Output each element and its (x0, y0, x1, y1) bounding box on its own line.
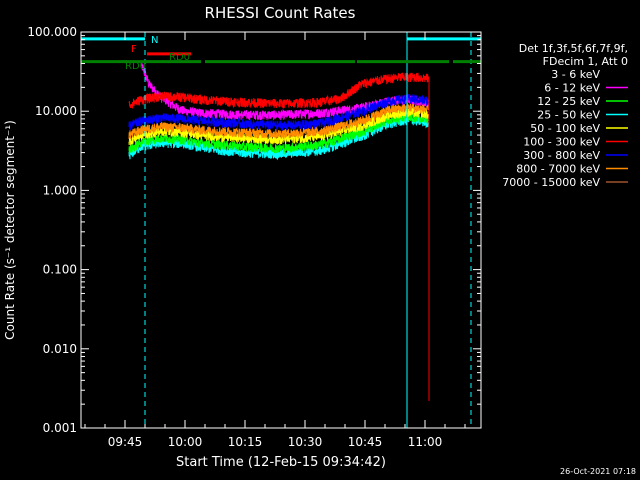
x-tick-label-2: 10:15 (228, 435, 263, 449)
y-tick-label-5: 100.000 (27, 25, 77, 39)
plot-frame (80, 31, 482, 429)
legend: Det 1f,3f,5f,6f,7f,9f, FDecim 1, Att 0 3… (502, 42, 628, 189)
series-line-3 (128, 115, 430, 401)
legend-entry-4: 50 - 100 keV (530, 122, 600, 135)
series-line-6 (128, 94, 430, 401)
y-axis-label: Count Rate (s⁻¹ detector segment⁻¹) (3, 120, 17, 340)
data-layer (126, 32, 472, 428)
y-tick-label-1: 0.010 (43, 342, 77, 356)
x-tick-label-0: 09:45 (108, 435, 143, 449)
legend-entry-1: 6 - 12 keV (544, 82, 600, 95)
legend-header-line-1: Det 1f,3f,5f,6f,7f,9f, (519, 42, 628, 55)
attenuator-bars: N F RD0 RD0 (81, 35, 481, 72)
x-axis: 09:45 10:00 10:15 10:30 10:45 11:00 (84, 32, 466, 449)
legend-header-line-2: FDecim 1, Att 0 (543, 55, 628, 68)
x-tick-label-5: 11:00 (408, 435, 443, 449)
chart-title: RHESSI Count Rates (205, 4, 356, 22)
bar-label-RD0: RD0 (125, 61, 146, 72)
x-tick-label-3: 10:30 (288, 435, 323, 449)
legend-entry-6: 300 - 800 keV (523, 149, 600, 162)
legend-entry-7: 800 - 7000 keV (516, 163, 600, 176)
legend-entry-2: 12 - 25 keV (537, 95, 600, 108)
legend-entry-8: 7000 - 15000 keV (502, 176, 600, 189)
bar-label-F: F (131, 44, 137, 55)
y-tick-label-3: 1.000 (43, 183, 77, 197)
x-tick-label-4: 10:45 (348, 435, 383, 449)
y-axis: 0.001 0.010 0.100 1.000 10.000 100.000 (27, 25, 481, 435)
series-line-5 (128, 72, 430, 401)
legend-entry-3: 25 - 50 keV (537, 109, 600, 122)
series-line-0 (126, 118, 430, 401)
y-tick-label-4: 10.000 (35, 104, 77, 118)
y-tick-label-0: 0.001 (43, 421, 77, 435)
legend-entry-5: 100 - 300 keV (523, 136, 600, 149)
bar-label-N: N (151, 35, 158, 46)
y-tick-label-2: 0.100 (43, 263, 77, 277)
legend-entry-0: 3 - 6 keV (551, 68, 600, 81)
bar-label-RD0-second: RD0 (169, 52, 190, 63)
footer-timestamp: 26-Oct-2021 07:18 (560, 467, 636, 476)
series-line-7 (128, 103, 430, 401)
x-tick-label-1: 10:00 (168, 435, 203, 449)
x-axis-label: Start Time (12-Feb-15 09:34:42) (176, 455, 386, 470)
